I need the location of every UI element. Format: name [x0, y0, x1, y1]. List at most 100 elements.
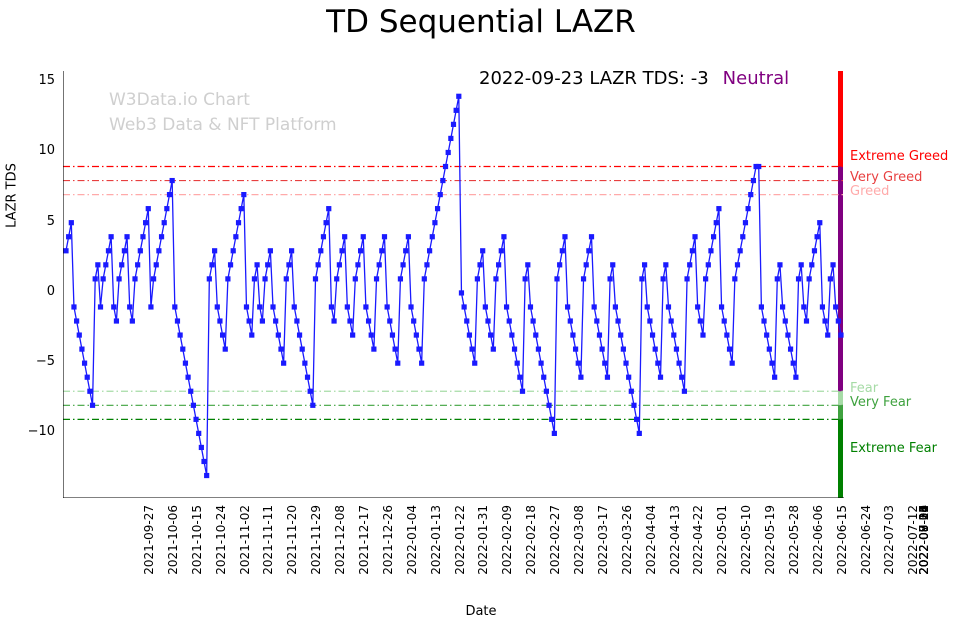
data-point — [241, 192, 247, 198]
y-tick-label: 0 — [46, 283, 55, 299]
data-point — [403, 248, 409, 254]
data-point — [833, 304, 839, 310]
data-point — [331, 318, 337, 324]
zone-label-greed: Greed — [850, 184, 890, 200]
data-point — [684, 276, 690, 282]
data-point — [602, 360, 608, 366]
data-point — [185, 374, 191, 380]
data-point — [103, 262, 109, 268]
data-point — [270, 304, 276, 310]
data-point — [140, 234, 146, 240]
x-tick-label: 2021-11-29 — [308, 505, 323, 575]
data-point — [485, 318, 491, 324]
data-point — [456, 93, 462, 99]
data-point — [626, 374, 632, 380]
zone-label-very-fear: Very Fear — [850, 394, 912, 410]
data-point — [395, 360, 401, 366]
data-point — [793, 374, 799, 380]
data-point — [291, 304, 297, 310]
data-point — [326, 206, 332, 212]
zone-label-very-greed: Very Greed — [850, 170, 923, 186]
data-point — [68, 220, 74, 226]
data-point — [750, 177, 757, 184]
data-point — [212, 248, 218, 254]
data-point — [440, 177, 446, 184]
data-point — [726, 346, 733, 352]
data-point — [554, 276, 560, 282]
data-point — [474, 276, 480, 282]
data-point — [448, 135, 454, 142]
data-point — [676, 360, 682, 366]
data-point — [610, 262, 616, 268]
data-point — [278, 346, 284, 352]
y-axis-label: LAZR TDS — [4, 163, 20, 228]
data-point — [66, 234, 72, 240]
data-point — [673, 346, 680, 352]
data-point — [166, 192, 173, 198]
data-point — [671, 332, 677, 338]
data-point — [787, 346, 794, 352]
data-point — [803, 318, 810, 324]
zone-bar-very-fear — [838, 405, 843, 420]
data-point — [580, 276, 587, 282]
data-point — [634, 416, 640, 422]
x-tick-label: 2022-05-19 — [762, 505, 777, 575]
data-point — [501, 234, 507, 240]
data-point — [649, 332, 656, 338]
axis-frame — [63, 71, 844, 498]
data-point — [376, 262, 382, 268]
data-point — [703, 276, 709, 282]
x-axis-label: Date — [465, 604, 497, 619]
data-point — [262, 276, 268, 282]
data-point — [530, 318, 536, 324]
data-point — [543, 388, 549, 394]
plot-area — [63, 71, 844, 498]
data-point — [514, 360, 520, 366]
data-point — [711, 234, 717, 240]
data-point — [150, 276, 157, 282]
data-point — [822, 318, 828, 324]
data-point — [801, 304, 807, 310]
data-point — [607, 276, 613, 282]
zone-bar-extreme-greed — [838, 71, 843, 167]
x-tick-label: 2021-12-08 — [332, 505, 347, 575]
data-point — [511, 346, 518, 352]
data-point — [320, 234, 327, 240]
data-point — [527, 304, 534, 310]
data-point — [477, 262, 483, 268]
data-point — [562, 234, 568, 240]
data-point — [434, 206, 441, 212]
x-tick-label: 2022-03-08 — [571, 505, 586, 575]
x-tick-label: 2022-06-15 — [834, 505, 849, 575]
data-point — [551, 430, 557, 436]
data-point — [557, 262, 563, 268]
data-point — [453, 107, 459, 113]
data-point — [161, 220, 167, 226]
data-point — [549, 416, 555, 422]
data-point — [384, 304, 390, 310]
data-point — [490, 346, 496, 352]
data-point — [639, 276, 645, 282]
data-point — [631, 402, 637, 408]
data-point — [764, 332, 770, 338]
data-point — [148, 304, 154, 310]
data-point — [681, 388, 688, 394]
data-point — [233, 234, 239, 240]
data-point — [780, 304, 786, 310]
data-point — [265, 262, 271, 268]
data-point — [742, 220, 749, 226]
data-point — [92, 276, 98, 282]
x-tick-label: 2022-05-28 — [786, 505, 801, 575]
data-point — [119, 262, 125, 268]
data-point — [700, 332, 706, 338]
data-point — [769, 360, 775, 366]
data-point — [565, 304, 571, 310]
series-path — [65, 96, 842, 476]
data-point — [498, 248, 504, 254]
data-point — [724, 332, 730, 338]
data-point — [748, 192, 754, 198]
data-point — [594, 318, 600, 324]
data-point — [596, 332, 603, 338]
data-point — [817, 220, 823, 226]
